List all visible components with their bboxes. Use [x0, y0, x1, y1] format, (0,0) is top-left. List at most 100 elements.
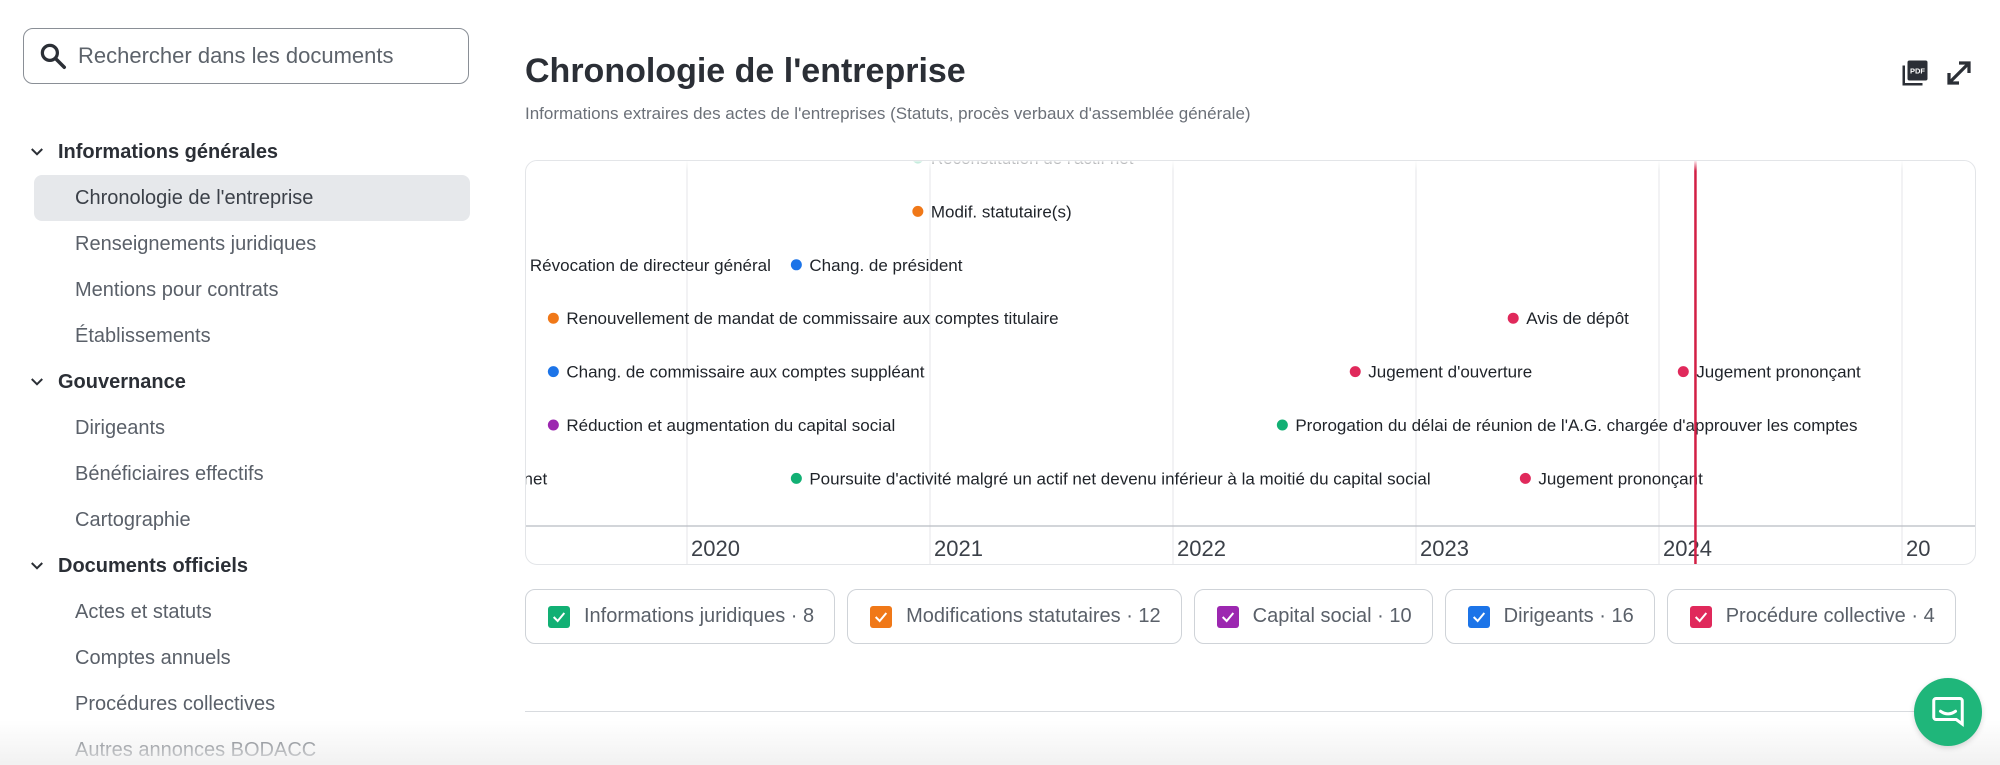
pdf-icon: PDF [1902, 60, 1928, 86]
event-label: Chang. de président [809, 256, 962, 275]
timeline-event[interactable]: Modif. statutaire(s) [912, 202, 1072, 221]
checkbox-icon[interactable] [548, 605, 570, 628]
chevron-down-icon [31, 148, 43, 156]
sidebar-item-label: Dirigeants [75, 416, 166, 439]
sidebar-item-label: Établissements [75, 324, 211, 347]
sidebar-item-label: Comptes annuels [75, 646, 231, 669]
sidebar-item-comptes-annuels[interactable]: Comptes annuels [34, 635, 470, 681]
event-dot[interactable] [547, 312, 559, 324]
expand-icon [1947, 61, 1971, 85]
timeline-event[interactable]: Avis de dépôt [1507, 309, 1629, 328]
year-tick-label: 2021 [934, 536, 983, 561]
checkbox-icon[interactable] [1216, 605, 1239, 628]
event-dot[interactable] [1507, 312, 1519, 324]
search-input[interactable] [78, 43, 458, 69]
sidebar-item-cartographie[interactable]: Cartographie [34, 497, 470, 543]
timeline-event[interactable]: de l'actif net [526, 469, 547, 488]
svg-text:PDF: PDF [1910, 67, 1925, 76]
timeline-event[interactable]: Révocation de directeur général [526, 256, 771, 275]
event-dot[interactable] [547, 366, 559, 378]
legend-chip-procedure[interactable]: Procédure collective · 4 [1666, 589, 1956, 644]
sidebar-item-label: Autres annonces BODACC [75, 738, 317, 761]
timeline-chart[interactable]: 92020202120222023202420Reconstitution de… [525, 160, 1976, 565]
sidebar: Informations générales Chronologie de l'… [0, 0, 490, 765]
chevron-down-icon [31, 562, 43, 570]
sidebar-item-label: Cartographie [75, 508, 191, 531]
event-dot[interactable] [1276, 419, 1288, 431]
checkbox-icon[interactable] [1689, 605, 1712, 628]
year-tick-label: 2022 [1177, 536, 1226, 561]
sidebar-item-beneficiaires[interactable]: Bénéficiaires effectifs [34, 451, 470, 497]
event-label: Poursuite d'activité malgré un actif net… [809, 469, 1430, 488]
top-fade [526, 161, 1975, 171]
event-dot[interactable] [790, 472, 802, 484]
event-dot[interactable] [912, 205, 924, 217]
legend-chip-juridique[interactable]: Informations juridiques · 8 [525, 589, 836, 644]
legend-label: Modifications statutaires · 12 [906, 605, 1161, 627]
timeline-event[interactable]: Poursuite d'activité malgré un actif net… [790, 469, 1431, 488]
search-icon [40, 43, 66, 69]
sidebar-item-dirigeants[interactable]: Dirigeants [34, 405, 470, 451]
sidebar-item-renseignements-juridiques[interactable]: Renseignements juridiques [34, 221, 470, 267]
legend-label: Capital social · 10 [1252, 605, 1412, 627]
event-label: Modif. statutaire(s) [931, 202, 1072, 221]
event-label: Révocation de directeur général [530, 256, 771, 275]
event-dot[interactable] [1519, 472, 1531, 484]
sidebar-item-label: Chronologie de l'entreprise [75, 186, 314, 209]
legend-chip-dirigeants[interactable]: Dirigeants · 16 [1444, 589, 1655, 644]
timeline-svg: 92020202120222023202420Reconstitution de… [526, 161, 1975, 564]
sidebar-item-autres-annonces[interactable]: Autres annonces BODACC [34, 727, 470, 765]
event-label: Jugement prononçant [1696, 363, 1861, 382]
section-documents-officiels[interactable]: Documents officiels [26, 543, 470, 589]
page-subtitle: Informations extraires des actes de l'en… [525, 104, 1251, 123]
event-dot[interactable] [1677, 366, 1689, 378]
timeline-event[interactable]: Chang. de président [790, 256, 963, 275]
event-dot[interactable] [1349, 366, 1361, 378]
timeline-event[interactable]: Chang. de commissaire aux comptes supplé… [547, 363, 925, 382]
event-label: Jugement d'ouverture [1368, 363, 1532, 382]
year-tick-label: 2023 [1420, 536, 1469, 561]
timeline-event[interactable]: Renouvellement de mandat de commissaire … [547, 309, 1059, 328]
timeline-event[interactable]: Jugement prononçant [1519, 469, 1703, 488]
checkbox-icon[interactable] [1467, 605, 1490, 628]
section-gouvernance[interactable]: Gouvernance [26, 359, 470, 405]
legend-chip-capital[interactable]: Capital social · 10 [1193, 589, 1433, 644]
event-label: Prorogation du délai de réunion de l'A.G… [1295, 416, 1857, 435]
event-label: Jugement prononçant [1538, 469, 1703, 488]
expand-button[interactable] [1941, 55, 1977, 91]
legend-chip-statutaire[interactable]: Modifications statutaires · 12 [847, 589, 1182, 644]
sidebar-item-label: Mentions pour contrats [75, 278, 279, 301]
sidebar-nav: Informations générales Chronologie de l'… [26, 129, 470, 765]
divider [525, 711, 1975, 712]
sidebar-item-mentions-contrats[interactable]: Mentions pour contrats [34, 267, 470, 313]
event-label: Renouvellement de mandat de commissaire … [566, 309, 1058, 328]
legend-label: Procédure collective · 4 [1725, 605, 1935, 627]
search-box[interactable] [23, 28, 469, 84]
event-dot[interactable] [547, 419, 559, 431]
checkbox-icon[interactable] [870, 605, 893, 628]
sidebar-item-chronologie[interactable]: Chronologie de l'entreprise [34, 175, 470, 221]
sidebar-item-label: Bénéficiaires effectifs [75, 462, 264, 485]
chat-icon [1932, 697, 1964, 727]
timeline-event[interactable]: Jugement prononçant [1677, 363, 1861, 382]
section-label: Documents officiels [58, 554, 249, 577]
sidebar-item-procedures-collectives[interactable]: Procédures collectives [34, 681, 470, 727]
section-informations-generales[interactable]: Informations générales [26, 129, 470, 175]
event-label: Réduction et augmentation du capital soc… [566, 416, 895, 435]
sidebar-item-actes-statuts[interactable]: Actes et statuts [34, 589, 470, 635]
timeline-event[interactable]: Prorogation du délai de réunion de l'A.G… [1276, 416, 1858, 435]
timeline-event[interactable]: Réduction et augmentation du capital soc… [547, 416, 895, 435]
legend-label: Dirigeants · 16 [1503, 605, 1634, 627]
sidebar-item-etablissements[interactable]: Établissements [34, 313, 470, 359]
chat-button[interactable] [1914, 678, 1982, 746]
event-label: Chang. de commissaire aux comptes supplé… [566, 363, 924, 382]
sidebar-item-label: Renseignements juridiques [75, 232, 317, 255]
year-tick-label: 20 [1906, 536, 1930, 561]
export-pdf-button[interactable]: PDF [1897, 55, 1933, 91]
timeline-event[interactable]: Jugement d'ouverture [1349, 363, 1532, 382]
event-label: de l'actif net [526, 469, 547, 488]
main-content: Chronologie de l'entreprise Informations… [525, 0, 1977, 765]
chevron-down-icon [31, 378, 43, 386]
event-dot[interactable] [790, 259, 802, 271]
legend: Informations juridiques · 8 Modification… [525, 589, 1956, 644]
